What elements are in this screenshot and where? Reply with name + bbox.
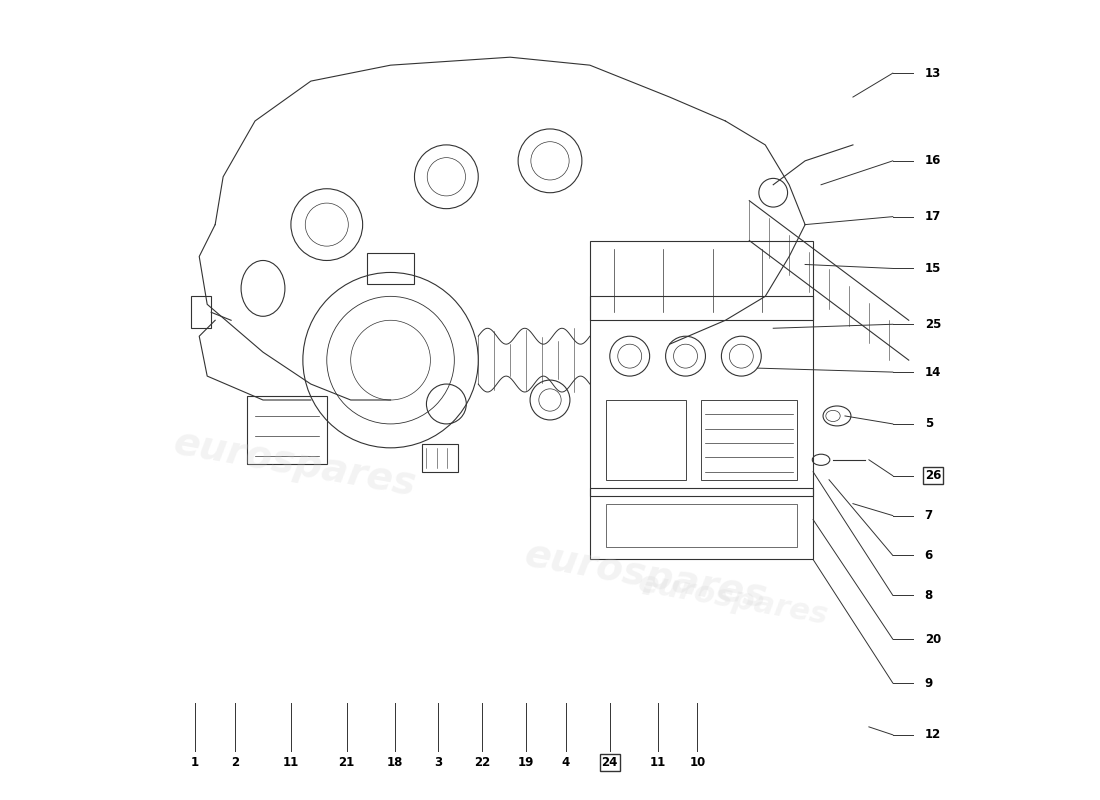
Text: 9: 9 xyxy=(925,677,933,690)
Bar xyxy=(422,444,459,472)
Text: 6: 6 xyxy=(925,549,933,562)
Text: 14: 14 xyxy=(925,366,942,378)
Text: 16: 16 xyxy=(925,154,942,167)
Text: 18: 18 xyxy=(386,756,403,770)
Text: 8: 8 xyxy=(925,589,933,602)
Text: 20: 20 xyxy=(925,633,940,646)
Text: 11: 11 xyxy=(649,756,666,770)
Text: 7: 7 xyxy=(925,509,933,522)
Text: eurospares: eurospares xyxy=(170,424,419,504)
Bar xyxy=(191,296,211,328)
Text: 21: 21 xyxy=(339,756,355,770)
Bar xyxy=(606,400,685,480)
Bar xyxy=(590,488,813,559)
Bar xyxy=(590,296,813,496)
Text: 22: 22 xyxy=(474,756,491,770)
Text: eurospares: eurospares xyxy=(636,568,830,630)
Text: 11: 11 xyxy=(283,756,299,770)
Text: 2: 2 xyxy=(231,756,239,770)
Text: 5: 5 xyxy=(925,418,933,430)
Bar xyxy=(590,241,813,320)
Text: 12: 12 xyxy=(925,728,940,742)
Text: eurospares: eurospares xyxy=(521,535,770,615)
Text: 4: 4 xyxy=(562,756,570,770)
Text: 1: 1 xyxy=(191,756,199,770)
Text: 26: 26 xyxy=(925,470,942,482)
Text: 3: 3 xyxy=(434,756,442,770)
Text: 13: 13 xyxy=(925,66,940,80)
Text: 25: 25 xyxy=(925,318,942,330)
Text: 17: 17 xyxy=(925,210,940,223)
Bar xyxy=(248,396,327,464)
Bar xyxy=(606,504,798,547)
Bar xyxy=(366,253,415,285)
Text: 24: 24 xyxy=(602,756,618,770)
Text: 10: 10 xyxy=(690,756,705,770)
Bar xyxy=(702,400,798,480)
Text: 15: 15 xyxy=(925,262,942,275)
Text: 19: 19 xyxy=(518,756,535,770)
